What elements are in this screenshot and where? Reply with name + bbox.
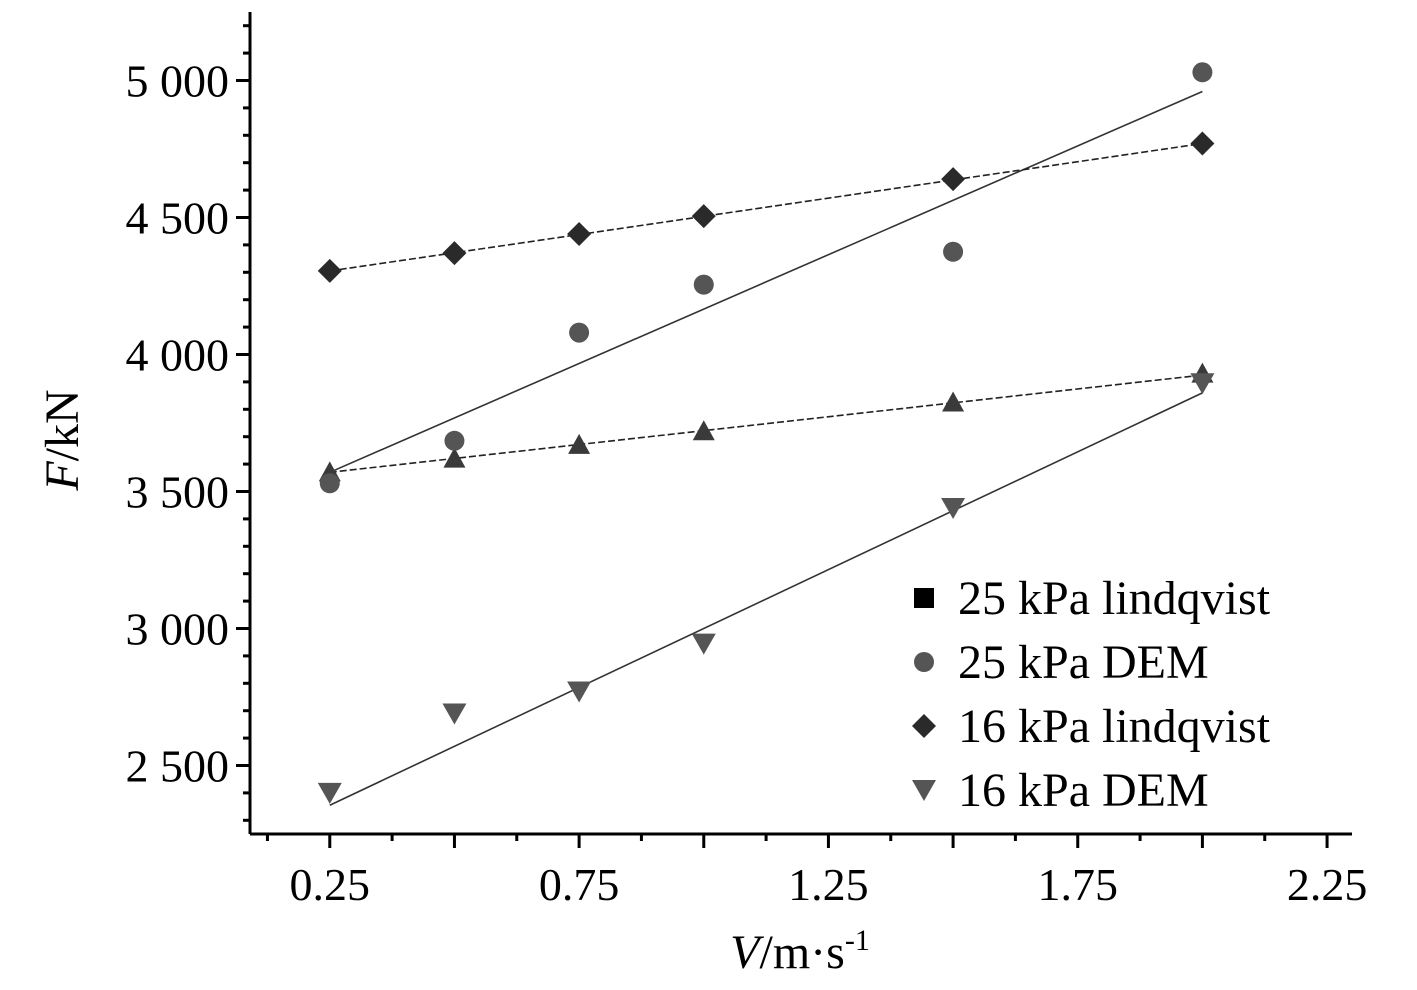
y-tick-label: 3 000 [126,604,230,655]
fit-line-16-kpa-dem [329,392,1203,806]
x-tick-label: 0.75 [539,859,620,910]
legend: 25 kPa lindqvist 25 kPa DEM 16 kPa lindqvi… [912,572,1271,817]
point-25-kpa-dem [444,430,465,451]
y-axis-title: F/kN [36,389,89,491]
legend-label-25-kpa-lindqvist: 25 kPa lindqvist [958,572,1271,625]
point-16-kpa-lindqvist [567,221,592,246]
point-16-kpa-dem [691,633,716,655]
point-16-kpa-lindqvist [1190,131,1215,156]
legend-label-16-kpa-lindqvist: 16 kPa lindqvist [958,700,1271,753]
point-16-kpa-dem [1190,373,1215,395]
axes [248,12,1352,836]
point-25-kpa-lindqvist [942,391,965,412]
y-tick-label: 3 500 [126,467,230,518]
point-25-kpa-lindqvist [692,420,715,441]
x-tick-label: 1.75 [1037,859,1118,910]
y-tick-label: 4 500 [126,193,230,244]
x-axis-title: V/m·s-1 [730,924,870,979]
point-25-kpa-dem [693,274,714,295]
point-25-kpa-dem [569,322,590,343]
x-tick-label: 0.25 [290,859,371,910]
point-16-kpa-dem [442,703,467,725]
legend-marker-25-kpa-dem [914,652,934,672]
point-16-kpa-dem [567,681,592,703]
point-25-kpa-dem [943,241,964,262]
point-25-kpa-dem [319,473,340,494]
point-25-kpa-dem [1192,62,1213,83]
legend-label-16-kpa-dem: 16 kPa DEM [958,764,1209,817]
y-tick-label: 2 500 [126,741,230,792]
x-tick-label: 2.25 [1287,859,1368,910]
fit-line-25-kpa-dem [329,90,1203,474]
x-axis-var: V [730,926,764,979]
point-16-kpa-lindqvist [691,204,716,229]
x-ticks: 0.25 0.75 1.25 1.75 2.25 [265,834,1368,910]
y-axis-var: F [36,461,89,492]
y-ticks: 2 500 3 000 3 500 4 000 4 500 5 000 [126,24,250,822]
x-axis-unit-sup: -1 [845,924,870,957]
legend-marker-25-kpa-lindqvist [914,588,934,608]
fit-lines [329,90,1203,806]
point-25-kpa-lindqvist [568,433,591,454]
y-tick-label: 5 000 [126,56,230,107]
point-25-kpa-lindqvist [443,447,466,468]
point-16-kpa-dem [317,782,342,804]
point-16-kpa-lindqvist [941,167,966,192]
data-markers [317,62,1215,804]
y-tick-label: 4 000 [126,330,230,381]
x-tick-label: 1.25 [788,859,869,910]
x-axis-unit: /m·s [759,926,844,979]
legend-marker-16-kpa-lindqvist [912,714,936,738]
y-axis-unit: /kN [36,389,89,461]
point-16-kpa-lindqvist [442,241,467,266]
fit-line-25-kpa-lindqvist [329,374,1203,474]
legend-label-25-kpa-dem: 25 kPa DEM [958,636,1209,689]
point-16-kpa-dem [941,497,966,519]
point-16-kpa-lindqvist [317,258,342,283]
legend-marker-16-kpa-dem [912,780,936,801]
fit-line-16-kpa-lindqvist [329,142,1203,272]
